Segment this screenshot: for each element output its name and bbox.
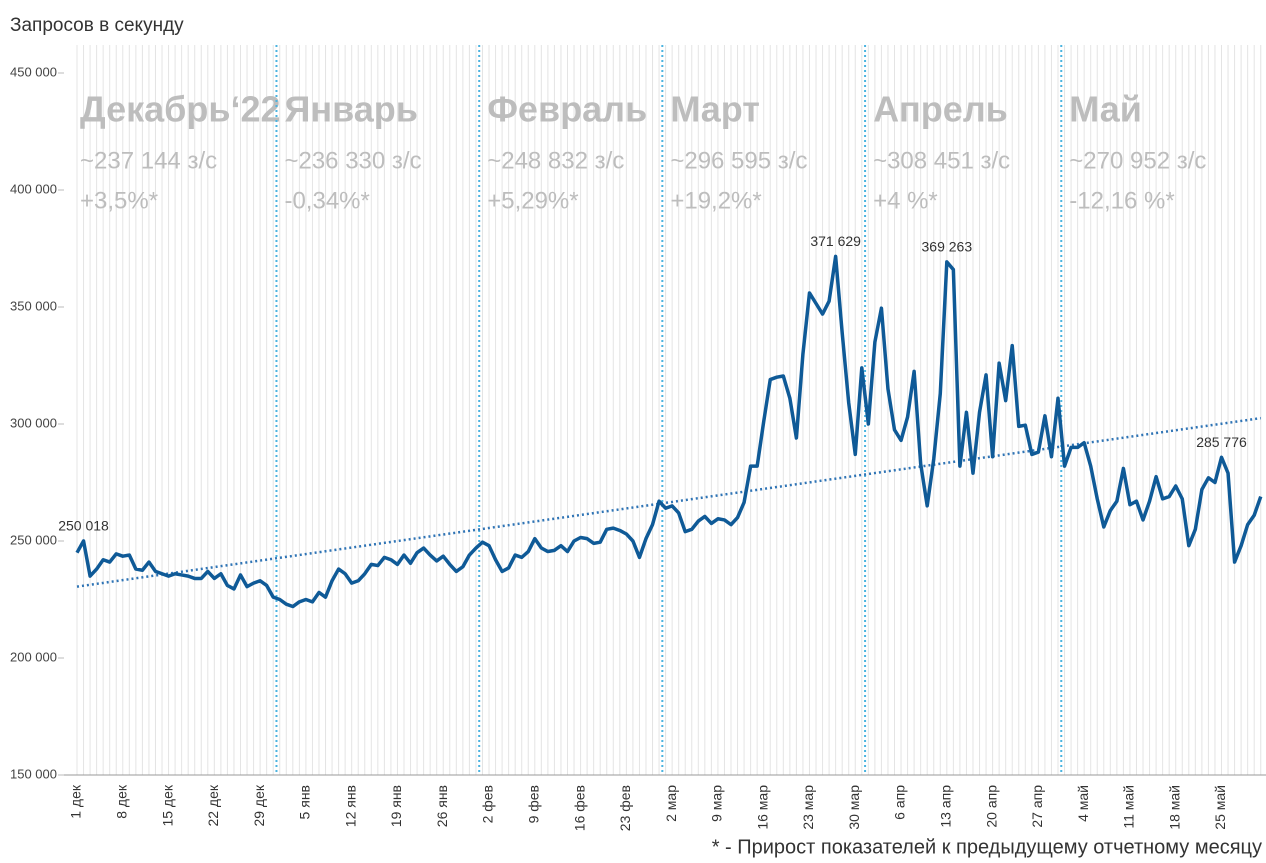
x-tick-label: 26 янв (434, 785, 450, 827)
month-growth: +3,5%* (80, 187, 158, 214)
data-line (75, 254, 1263, 609)
x-tick-label: 16 фев (571, 785, 587, 831)
data-label: 369 263 (922, 239, 973, 255)
x-tick-label: 2 мар (663, 785, 679, 822)
data-label: 371 629 (810, 233, 861, 249)
month-name: Май (1069, 89, 1142, 130)
y-axis-title: Запросов в секунду (10, 15, 184, 36)
x-tick-label: 1 дек (68, 784, 84, 819)
x-tick-label: 2 фев (480, 785, 496, 823)
x-tick-label: 29 дек (251, 784, 267, 826)
footnote: * - Прирост показателей к предыдущему от… (712, 836, 1262, 858)
x-tick-label: 27 апр (1029, 785, 1045, 828)
x-tick-label: 23 фев (617, 785, 633, 831)
month-growth: -12,16 %* (1069, 187, 1174, 214)
x-tick-label: 6 апр (892, 785, 908, 820)
month-average: ~270 952 з/с (1069, 147, 1206, 174)
x-tick-label: 23 мар (800, 785, 816, 830)
x-tick-label: 16 мар (754, 785, 770, 830)
x-tick-label: 22 дек (205, 784, 221, 826)
month-name: Апрель (873, 89, 1008, 130)
x-tick-label: 9 фев (526, 785, 542, 823)
y-tick-label: 150 000 (10, 766, 57, 781)
x-tick-label: 9 мар (709, 785, 725, 822)
month-average: ~308 451 з/с (873, 147, 1010, 174)
month-growth: +19,2%* (670, 187, 761, 214)
month-average: ~248 832 з/с (487, 147, 624, 174)
y-tick-label: 350 000 (10, 298, 57, 313)
y-tick-label: 300 000 (10, 415, 57, 430)
x-tick-label: 30 мар (846, 785, 862, 830)
month-average: ~296 595 з/с (670, 147, 807, 174)
x-tick-label: 5 янв (297, 785, 313, 819)
x-tick-label: 12 янв (342, 785, 358, 827)
data-label: 285 776 (1196, 434, 1247, 450)
month-growth: +5,29%* (487, 187, 578, 214)
month-growth: -0,34%* (284, 187, 369, 214)
x-tick-label: 8 дек (113, 784, 129, 819)
month-growth: +4 %* (873, 187, 938, 214)
x-tick-label: 25 май (1212, 785, 1228, 830)
month-name: Март (670, 89, 760, 130)
month-name: Декабрь‘22 (80, 89, 281, 130)
y-tick-label: 400 000 (10, 181, 57, 196)
y-tick-label: 250 000 (10, 532, 57, 547)
month-average: ~237 144 з/с (80, 147, 217, 174)
x-tick-label: 11 май (1121, 785, 1137, 829)
x-tick-label: 15 дек (159, 784, 175, 826)
x-tick-label: 18 май (1166, 785, 1182, 830)
x-tick-label: 19 янв (388, 785, 404, 827)
x-tick-label: 4 май (1075, 785, 1091, 822)
month-name: Февраль (487, 89, 647, 130)
month-average: ~236 330 з/с (284, 147, 421, 174)
y-tick-label: 450 000 (10, 64, 57, 79)
y-tick-label: 200 000 (10, 649, 57, 664)
month-name: Январь (284, 89, 417, 130)
x-tick-label: 20 апр (983, 785, 999, 828)
data-label: 250 018 (58, 518, 109, 534)
x-tick-label: 13 апр (938, 785, 954, 828)
